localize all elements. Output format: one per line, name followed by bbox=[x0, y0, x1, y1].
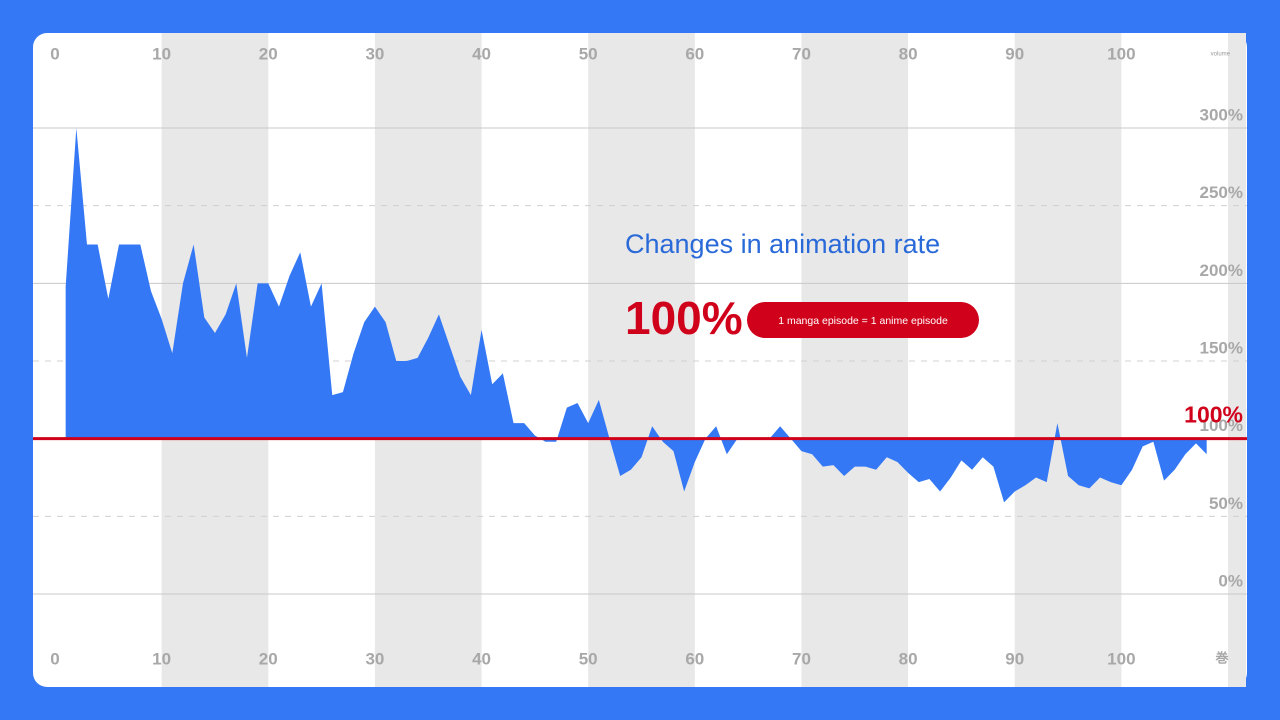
x-tick-label: 40 bbox=[472, 44, 491, 63]
y-tick-label: 300% bbox=[1200, 105, 1243, 124]
column-band bbox=[588, 33, 695, 687]
x-tick-label: 50 bbox=[579, 44, 598, 63]
x-tick-label: 70 bbox=[792, 44, 811, 63]
x-tick-label: 10 bbox=[152, 649, 171, 668]
x-tick-label: 0 bbox=[50, 649, 59, 668]
area bbox=[65, 128, 1207, 503]
y-tick-label: 150% bbox=[1200, 338, 1243, 357]
x-tick-label: 10 bbox=[152, 44, 171, 63]
column-band bbox=[1014, 33, 1122, 687]
column-band bbox=[801, 33, 909, 687]
x-tick-label: 80 bbox=[899, 44, 918, 63]
x-tick-label: 30 bbox=[365, 44, 384, 63]
x-tick-label: 90 bbox=[1005, 649, 1024, 668]
x-tick-label: 100 bbox=[1107, 649, 1135, 668]
annotation-value: 100% bbox=[625, 292, 743, 344]
x-tick-label: 20 bbox=[259, 649, 278, 668]
y-tick-label: 200% bbox=[1200, 261, 1243, 280]
x-tick-label: 80 bbox=[899, 649, 918, 668]
x-tick-label: 30 bbox=[365, 649, 384, 668]
x-tick-label: 20 bbox=[259, 44, 278, 63]
x-tick-label: 100 bbox=[1107, 44, 1135, 63]
x-tick-label: 60 bbox=[685, 44, 704, 63]
annotation-note: 1 manga episode = 1 anime episode bbox=[778, 315, 948, 327]
y-tick-label: 50% bbox=[1209, 494, 1243, 513]
x-tick-label: 70 bbox=[792, 649, 811, 668]
x-tick-label: 50 bbox=[579, 649, 598, 668]
x-tick-label: 60 bbox=[685, 649, 704, 668]
y-tick-label: 100% bbox=[1200, 416, 1243, 435]
x-tick-label: 90 bbox=[1005, 44, 1024, 63]
column-band bbox=[1228, 33, 1246, 687]
x-tick-label: 40 bbox=[472, 649, 491, 668]
y-tick-label: 0% bbox=[1218, 571, 1243, 590]
x-axis-unit: volume bbox=[1211, 52, 1231, 58]
reference-label: 100% bbox=[1184, 402, 1243, 428]
x-tick-label: 0 bbox=[50, 44, 59, 63]
annotation-pill bbox=[747, 302, 979, 338]
x-axis-unit: 巻 bbox=[1214, 650, 1229, 665]
y-tick-label: 250% bbox=[1200, 183, 1243, 202]
chart-title: Changes in animation rate bbox=[625, 229, 940, 259]
